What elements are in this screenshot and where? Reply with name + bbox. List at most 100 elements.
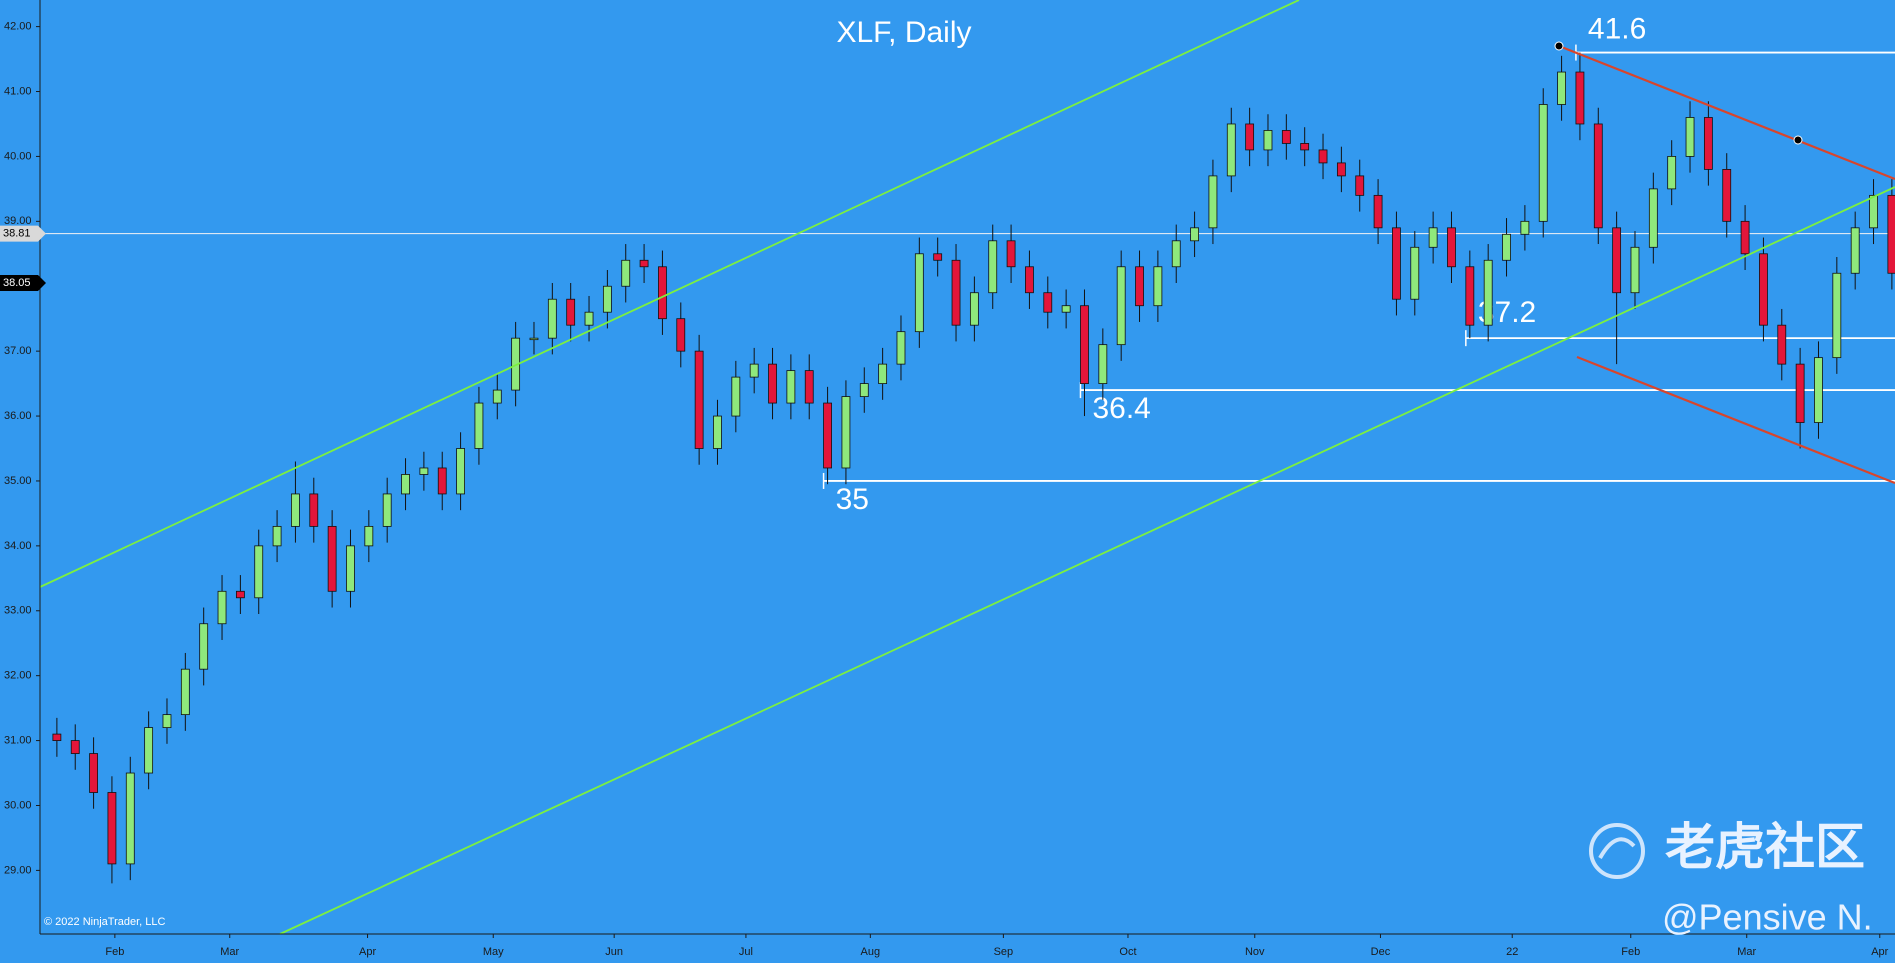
- candle-body: [1832, 272, 1842, 359]
- candle-body: [1098, 344, 1108, 384]
- candle-body: [419, 467, 429, 475]
- candle-body: [1355, 175, 1365, 196]
- anchor-dot: [1554, 41, 1564, 51]
- candle-body: [1740, 220, 1750, 255]
- y-tick-label: 32.00: [4, 670, 32, 682]
- candle-body: [1612, 227, 1622, 294]
- candle-body: [768, 363, 777, 404]
- x-tick-label: Oct: [1119, 946, 1136, 958]
- candle-body: [1648, 188, 1658, 248]
- candle-body: [1869, 194, 1878, 229]
- watermark-logo: [1589, 823, 1645, 879]
- y-tick-label: 41.00: [4, 85, 32, 97]
- candle-body: [1685, 117, 1695, 157]
- y-tick-label: 29.00: [4, 864, 32, 876]
- candle-body: [89, 753, 98, 793]
- candle-body: [547, 298, 557, 339]
- candle-body: [621, 259, 631, 287]
- chart-title: XLF, Daily: [836, 16, 971, 49]
- candle-body: [346, 545, 355, 592]
- candle-body: [1520, 220, 1530, 235]
- y-tick-label: 42.00: [4, 21, 32, 33]
- candle-body: [731, 376, 741, 417]
- x-tick-label: Feb: [105, 946, 124, 958]
- candle-body: [70, 740, 80, 754]
- candle-body: [254, 545, 264, 599]
- candle-body: [914, 253, 924, 333]
- candle-body: [1171, 240, 1181, 268]
- candle-body: [327, 525, 337, 592]
- candle-body: [1630, 246, 1640, 294]
- channel-line: [1558, 44, 1895, 181]
- x-tick-label: Apr: [359, 946, 376, 958]
- candle-body: [1025, 266, 1034, 294]
- candle-body: [878, 363, 888, 384]
- candle-body: [492, 389, 502, 404]
- trend-line: [39, 0, 1300, 588]
- candle-body: [1373, 194, 1383, 229]
- candle-body: [1318, 149, 1328, 164]
- y-tick-label: 39.00: [4, 215, 32, 227]
- candle-body: [52, 733, 62, 741]
- candle-body: [1281, 130, 1291, 144]
- candle-body: [1795, 363, 1805, 423]
- x-tick-label: Dec: [1371, 946, 1391, 958]
- x-tick-label: 22: [1506, 946, 1518, 958]
- candle-body: [474, 402, 484, 449]
- candle-body: [217, 590, 227, 625]
- candle-body: [1226, 123, 1236, 177]
- candle-body: [382, 493, 392, 527]
- candle-body: [823, 402, 832, 469]
- candle-body: [1061, 305, 1071, 313]
- candle-body: [859, 383, 869, 397]
- candle-body: [602, 285, 612, 313]
- candle-body: [1887, 194, 1895, 274]
- candle-body: [841, 396, 851, 469]
- candle-body: [107, 792, 117, 865]
- candle-body: [125, 772, 135, 865]
- candle-body: [1043, 292, 1053, 313]
- x-tick-label: Nov: [1245, 946, 1265, 958]
- candle-body: [566, 298, 576, 326]
- x-tick-label: Aug: [861, 946, 881, 958]
- candle-body: [1428, 227, 1438, 248]
- candle-body: [713, 415, 722, 449]
- candle-body: [144, 727, 154, 774]
- candle-body: [1263, 130, 1273, 151]
- x-tick-label: Feb: [1621, 946, 1640, 958]
- candle-body: [180, 668, 190, 716]
- candle-body: [1135, 266, 1144, 307]
- candle-body: [1814, 357, 1823, 423]
- candle-body: [1465, 266, 1475, 326]
- candle-body: [584, 311, 594, 326]
- y-tick-label: 31.00: [4, 734, 32, 746]
- trend-line: [279, 186, 1895, 935]
- candle-body: [1392, 227, 1401, 300]
- y-tick-label: 36.00: [4, 410, 32, 422]
- candle-body: [969, 292, 979, 326]
- price-marker-label: 38.05: [3, 277, 31, 289]
- candle-body: [804, 370, 814, 404]
- candle-body: [1116, 266, 1126, 346]
- x-tick-label: Apr: [1871, 946, 1888, 958]
- candle-body: [291, 493, 300, 527]
- candle-body: [1208, 175, 1218, 229]
- candle-body: [401, 474, 410, 495]
- candle-body: [1575, 71, 1585, 125]
- candle-body: [1759, 253, 1768, 326]
- level-label: 36.4: [1092, 392, 1150, 425]
- candle-body: [1777, 324, 1787, 365]
- candle-body: [1006, 240, 1016, 268]
- candle-body: [676, 318, 686, 352]
- candle-body: [1153, 266, 1163, 307]
- author: @Pensive N.: [1662, 897, 1873, 938]
- candle-body: [1850, 227, 1860, 274]
- x-tick-label: May: [483, 946, 504, 958]
- candle-body: [1703, 117, 1713, 170]
- price-marker: [0, 225, 46, 242]
- candle-body: [988, 240, 998, 294]
- candle-body: [1557, 71, 1566, 105]
